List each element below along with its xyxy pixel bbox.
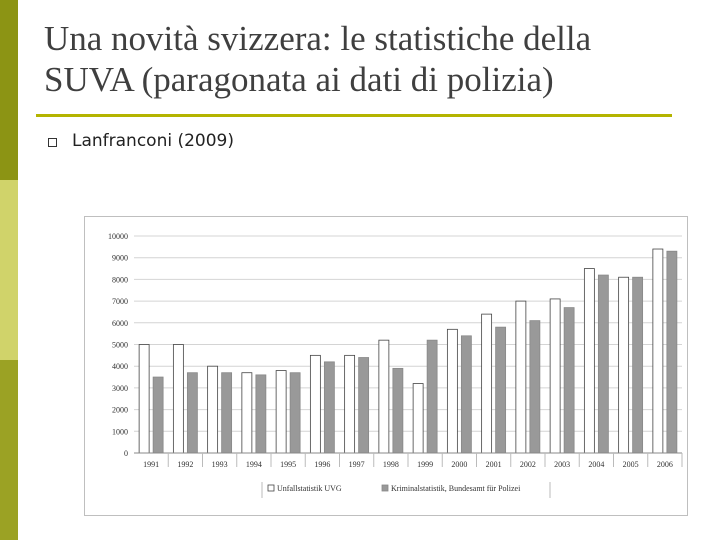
slide-title: Una novità svizzera: le statistiche dell… [44, 18, 684, 100]
bar-unfall [378, 339, 390, 454]
bar-unfall [652, 248, 664, 454]
bar-kriminal [152, 376, 164, 454]
square-bullet-icon [48, 138, 57, 147]
x-tick-label: 2003 [554, 460, 570, 469]
bar-unfall [481, 313, 493, 454]
sidebar-block-bottom [0, 360, 18, 540]
bar-kriminal [221, 372, 233, 454]
legend-swatch [381, 484, 389, 492]
y-tick-label: 4000 [112, 362, 128, 371]
y-tick-label: 10000 [108, 232, 128, 241]
bar-kriminal [323, 361, 335, 454]
bar-chart: 0 1000 2000 3000 4000 5000 6000 7000 8000 9000 100… [84, 216, 688, 516]
legend-swatch [267, 484, 275, 492]
x-tick-label: 1994 [246, 460, 262, 469]
slide-title-line-2: SUVA (paragonata ai dati di polizia) [44, 60, 554, 99]
bar-unfall [241, 372, 253, 454]
bar-unfall [138, 344, 150, 454]
x-tick-label: 1995 [280, 460, 296, 469]
bar-unfall [515, 300, 527, 454]
bar-unfall [446, 328, 458, 454]
bar-kriminal [495, 326, 507, 454]
bar-unfall [549, 298, 561, 454]
bar-kriminal [186, 372, 198, 454]
legend-label: Unfallstatistik UVG [277, 484, 342, 493]
x-tick-label: 1999 [417, 460, 433, 469]
bar-kriminal [666, 250, 678, 454]
title-underline [36, 114, 672, 117]
y-tick-label: 3000 [112, 384, 128, 393]
x-tick-label: 2002 [520, 460, 536, 469]
x-tick-label: 1992 [177, 460, 193, 469]
bar-kriminal [529, 320, 541, 454]
x-axis: 1991 1992 1993 1994 1995 1996 1997 1998 1999 2000… [134, 452, 683, 469]
x-tick-label: 1993 [212, 460, 228, 469]
y-axis: 0 1000 2000 3000 4000 5000 6000 7000 8000 9000 100… [108, 232, 128, 458]
sidebar-block-top [0, 0, 18, 180]
bar-unfall [172, 344, 184, 454]
x-tick-label: 1996 [314, 460, 330, 469]
y-tick-label: 8000 [112, 275, 128, 284]
bar-kriminal [597, 274, 609, 454]
bar-kriminal [563, 307, 575, 454]
bar-kriminal [392, 367, 404, 454]
x-tick-label: 1997 [349, 460, 365, 469]
y-tick-label: 6000 [112, 319, 128, 328]
y-tick-label: 0 [124, 449, 128, 458]
bar-unfall [412, 383, 424, 454]
bar-unfall [583, 268, 595, 454]
bar-unfall [275, 370, 287, 454]
bar-unfall [309, 354, 321, 454]
bar-unfall [344, 354, 356, 454]
sidebar-block-middle [0, 180, 18, 360]
y-tick-label: 5000 [112, 341, 128, 350]
y-tick-label: 7000 [112, 297, 128, 306]
bar-kriminal [358, 357, 370, 454]
y-tick-label: 9000 [112, 254, 128, 263]
x-tick-label: 1991 [143, 460, 159, 469]
bar-kriminal [255, 374, 267, 454]
x-tick-label: 2004 [588, 460, 604, 469]
bar-kriminal [632, 276, 644, 454]
chart-bars [138, 248, 678, 454]
sidebar-stripe [0, 0, 18, 540]
bar-unfall [207, 365, 219, 454]
slide-title-line-1: Una novità svizzera: le statistiche dell… [44, 19, 592, 58]
x-tick-label: 1998 [383, 460, 399, 469]
x-tick-label: 2005 [623, 460, 639, 469]
bullet-text: Lanfranconi (2009) [72, 131, 235, 151]
x-tick-label: 2001 [486, 460, 502, 469]
y-tick-label: 2000 [112, 406, 128, 415]
chart-legend: Unfallstatistik UVG Kriminalstatistik, Bu… [261, 482, 551, 498]
bar-unfall [618, 276, 630, 454]
bar-kriminal [426, 339, 438, 454]
x-tick-label: 2006 [657, 460, 673, 469]
legend-label: Kriminalstatistik, Bundesamt für Polizei [391, 484, 521, 493]
x-tick-label: 2000 [451, 460, 467, 469]
bar-kriminal [460, 335, 472, 454]
y-tick-label: 1000 [112, 427, 128, 436]
bar-kriminal [289, 372, 301, 454]
